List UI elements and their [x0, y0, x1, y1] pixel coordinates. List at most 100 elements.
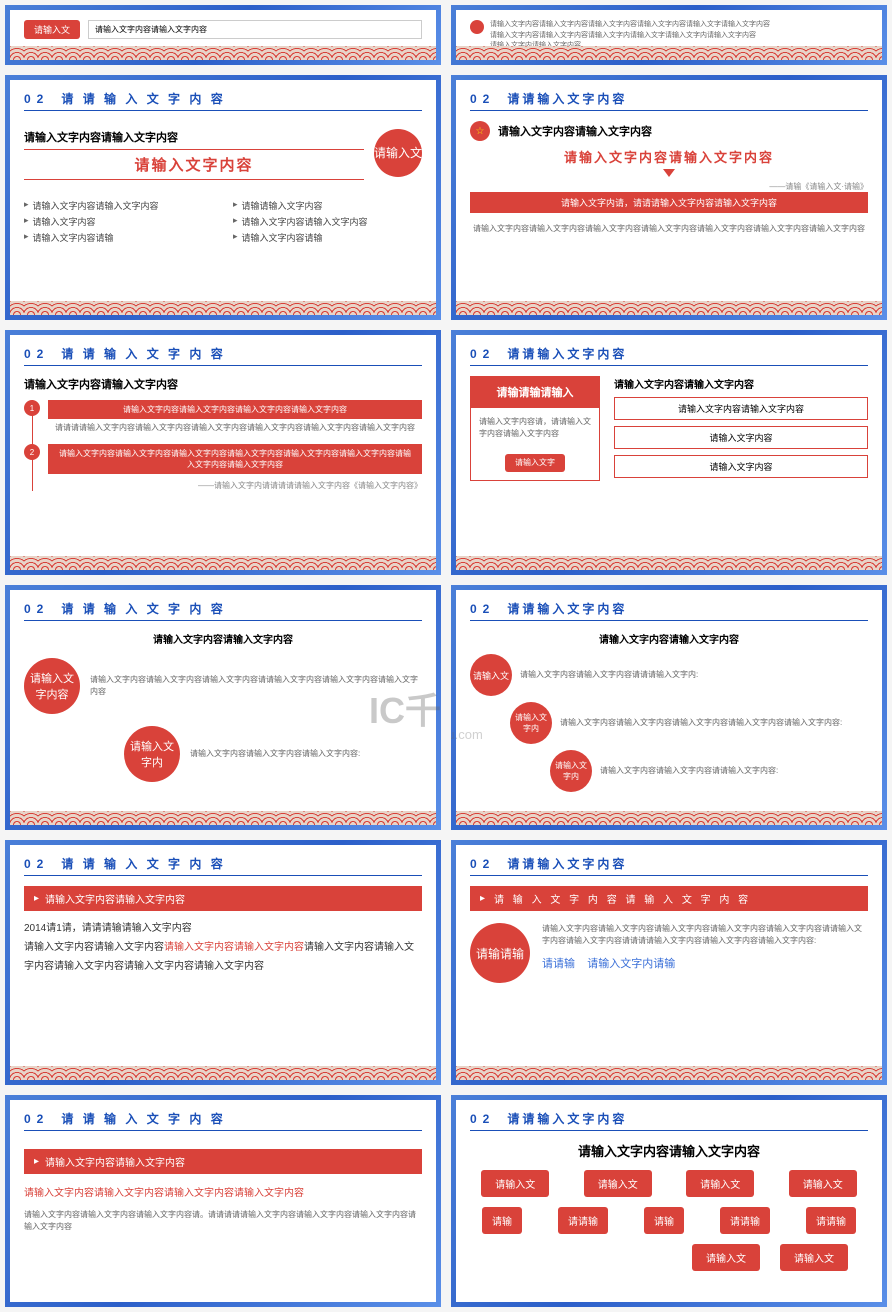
decorative-border: [456, 556, 882, 570]
slide-0a: 请输入文 请输入文字内容请输入文字内容: [5, 5, 441, 65]
section-title: 请 请 输 入 文 字 内 容: [61, 855, 225, 872]
section-title: 请请输入文字内容: [507, 1110, 627, 1127]
section-num: 02: [24, 602, 49, 616]
section-num: 02: [24, 1112, 49, 1126]
section-title: 请请输入文字内容: [507, 90, 627, 107]
decorative-border: [456, 811, 882, 825]
section-num: 02: [470, 92, 495, 106]
body-text: 请输入文字内容请输入文字内容请输入文字内容请。请请请请请输入文字内容请输入文字内…: [24, 1209, 422, 1233]
slide-9: 02 请 请 输 入 文 字 内 容 请输入文字内容请输入文字内容 请输入文字内…: [5, 1095, 441, 1307]
circle-text: 请输入文字内容请输入文字内容请请请输入文字内:: [520, 669, 868, 681]
line: 请输入文字内容请输入文字内容请输入文字内容请输入文字内容请输入文字请输入文字内容: [490, 20, 770, 31]
section-header: 02 请 请 输 入 文 字 内 容: [24, 90, 422, 111]
subtitle: 请输入文字内容请输入文字内容: [24, 129, 364, 145]
circle-text: 请输入文字内容请输入文字内容请输入文字内容:: [190, 748, 422, 760]
box-btn[interactable]: 请输入文字: [505, 454, 565, 472]
grid-btn[interactable]: 请请输: [558, 1207, 608, 1234]
item-bar: 请输入文字内容请输入文字内容请输入文字内容请输入文字内容请输入文字内容请输入文字…: [48, 444, 422, 474]
slide-1: 02 请 请 输 入 文 字 内 容 请输入文字内容请输入文字内容 请输入文字内…: [5, 75, 441, 320]
grid-btn[interactable]: 请输入文: [481, 1170, 549, 1197]
title-red: 请输入文字内容请输入文字内容: [470, 147, 868, 166]
grid-btn[interactable]: 请输入文: [780, 1244, 848, 1271]
slide-10: 02 请请输入文字内容 请输入文字内容请输入文字内容 请输入文 请输入文 请输入…: [451, 1095, 887, 1307]
btn[interactable]: 请输入文: [24, 20, 80, 39]
citation: ——请输入文字内请请请请请输入文字内容《请输入文字内容》: [48, 480, 422, 491]
para-text: 请输入文字内容请输入文字内容: [24, 942, 164, 953]
section-header: 02 请请输入文字内容: [470, 345, 868, 366]
slide-grid: 请输入文 请输入文字内容请输入文字内容 请输入文字内容请输入文字内容请输入文字内…: [0, 0, 892, 1312]
slide-8: 02 请请输入文字内容 请 输 入 文 字 内 容 请 输 入 文 字 内 容 …: [451, 840, 887, 1085]
heading: 请输入文字内容请输入文字内容: [498, 123, 652, 139]
section-header: 02 请 请 输 入 文 字 内 容: [24, 600, 422, 621]
line: 请输入文字内容请输入文字内容请输入文字内请输入文字请输入文字内请输入文字内容: [490, 31, 770, 42]
bullet-icon: [470, 20, 484, 34]
outline-box: 请输入文字内容请输入文字内容: [614, 397, 868, 420]
link[interactable]: 请请输: [542, 958, 575, 970]
decorative-border: [10, 556, 436, 570]
bullet-item: 请输入文字内容请输: [24, 231, 213, 244]
button-row: 请输入文 请输入文 请输入文 请输入文: [470, 1170, 868, 1197]
bullet-item: 请输入文字内容请输入文字内容: [233, 215, 422, 228]
header-bar: 请输入文字内容请输入文字内容: [24, 1149, 422, 1174]
section-num: 02: [470, 1112, 495, 1126]
slide-6: 02 请请输入文字内容 请输入文字内容请输入文字内容 请输入文 请输入文字内容请…: [451, 585, 887, 830]
red-bar: 请输入文字内请，请请请输入文字内容请输入文字内容: [470, 192, 868, 213]
circle-text: 请输入文字内容请输入文字内容请输入文字内容请输入文字内容请输入文字内容:: [560, 717, 868, 729]
circle-label: 请输入文: [470, 654, 512, 696]
bullet-item: 请输入文字内容: [24, 215, 213, 228]
section-title: 请请输入文字内容: [507, 855, 627, 872]
grid-btn[interactable]: 请请输: [720, 1207, 770, 1234]
right-title: 请输入文字内容请输入文字内容: [614, 376, 868, 391]
bullet-item: 请输入文字内容请输: [233, 231, 422, 244]
subtitle: 请输入文字内容请输入文字内容: [24, 376, 422, 392]
item-bar: 请输入文字内容请输入文字内容请输入文字内容请输入文字内容: [48, 400, 422, 419]
red-line: 请输入文字内容请输入文字内容请输入文字内容请输入文字内容: [24, 1184, 422, 1199]
grid-btn[interactable]: 请输入文: [584, 1170, 652, 1197]
citation: ——请输《请输入文·请输》: [470, 181, 868, 192]
watermark-url: 588ku.com: [451, 727, 483, 742]
paragraph: 2014请1请，请请请输请输入文字内容 请输入文字内容请输入文字内容请输入文字内…: [24, 919, 422, 976]
body-text: 请输入文字内容请输入文字内容请输入文字内容请输入文字内容请输入文字内容请输入文字…: [470, 223, 868, 235]
subtitle: 请输入文字内容请输入文字内容: [24, 631, 422, 646]
decorative-border: [456, 1066, 882, 1080]
grid-btn[interactable]: 请输: [644, 1207, 684, 1234]
decorative-border: [10, 1066, 436, 1080]
section-header: 02 请请输入文字内容: [470, 1110, 868, 1131]
decorative-border: [10, 811, 436, 825]
circle-label: 请输入文字内: [510, 702, 552, 744]
para-red: 请输入文字内容请输入文字内容: [164, 942, 304, 953]
header-bar: 请 输 入 文 字 内 容 请 输 入 文 字 内 容: [470, 886, 868, 911]
grid-btn[interactable]: 请输入文: [686, 1170, 754, 1197]
divider: [24, 179, 364, 180]
section-title: 请 请 输 入 文 字 内 容: [61, 600, 225, 617]
section-header: 02 请 请 输 入 文 字 内 容: [24, 1110, 422, 1131]
circle-text: 请输入文字内容请输入文字内容请输入文字内容请请输入文字内容请输入文字内容请输入文…: [90, 674, 422, 698]
decorative-border: [456, 301, 882, 315]
para-lead: 2014请1请，请请请输请输入文字内容: [24, 923, 192, 934]
circle-label: 请输入文字内: [550, 750, 592, 792]
grid-btn[interactable]: 请输入文: [692, 1244, 760, 1271]
num-badge: 1: [24, 400, 40, 416]
title: 请输入文字内容请输入文字内容: [470, 1141, 868, 1160]
box-body: 请输入文字内容请，请请输入文字内容请输入文字内容: [479, 416, 591, 440]
bullet-item: 请输请输入文字内容: [233, 199, 422, 212]
grid-btn[interactable]: 请输入文: [789, 1170, 857, 1197]
section-num: 02: [24, 92, 49, 106]
badge-circle: 请输入文: [374, 129, 422, 177]
grid-btn[interactable]: 请输: [482, 1207, 522, 1234]
link[interactable]: 请输入文字内请输: [587, 958, 675, 970]
grid-btn[interactable]: 请请输: [806, 1207, 856, 1234]
section-title: 请请输入文字内容: [507, 600, 627, 617]
header-bar: 请输入文字内容请输入文字内容: [24, 886, 422, 911]
section-num: 02: [24, 857, 49, 871]
decorative-border: [10, 301, 436, 315]
bullet-item: 请输入文字内容请输入文字内容: [24, 199, 213, 212]
section-title: 请 请 输 入 文 字 内 容: [61, 90, 225, 107]
circle-label: 请输入文字内容: [24, 658, 80, 714]
section-header: 02 请请输入文字内容: [470, 90, 868, 111]
title-red: 请输入文字内容: [24, 154, 364, 175]
slide-5: 02 请 请 输 入 文 字 内 容 请输入文字内容请输入文字内容 请输入文字内…: [5, 585, 441, 830]
section-header: 02 请 请 输 入 文 字 内 容: [24, 855, 422, 876]
slide-0b: 请输入文字内容请输入文字内容请输入文字内容请输入文字内容请输入文字请输入文字内容…: [451, 5, 887, 65]
section-num: 02: [470, 857, 495, 871]
